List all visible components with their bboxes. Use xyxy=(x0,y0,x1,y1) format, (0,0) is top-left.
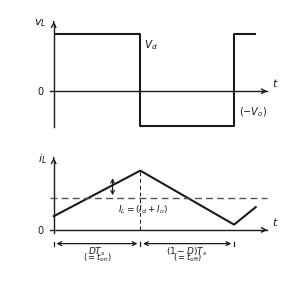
Text: $DT_s$: $DT_s$ xyxy=(88,246,106,258)
Text: $(-V_o)$: $(-V_o)$ xyxy=(238,105,266,119)
Text: $t$: $t$ xyxy=(272,77,279,89)
Text: $I_L = (I_d + I_o)$: $I_L = (I_d + I_o)$ xyxy=(118,203,168,216)
Text: $0$: $0$ xyxy=(37,224,45,236)
Text: $(= t_{\rm on})$: $(= t_{\rm on})$ xyxy=(83,251,111,264)
Text: $v_L$: $v_L$ xyxy=(34,17,46,29)
Text: $0$: $0$ xyxy=(37,85,45,97)
Text: $(1-D)T_s$: $(1-D)T_s$ xyxy=(167,246,208,258)
Text: $(= t_{\rm off})$: $(= t_{\rm off})$ xyxy=(173,251,202,264)
Text: $t$: $t$ xyxy=(272,216,279,228)
Text: $i_L$: $i_L$ xyxy=(37,152,46,166)
Text: $V_d$: $V_d$ xyxy=(144,39,158,52)
